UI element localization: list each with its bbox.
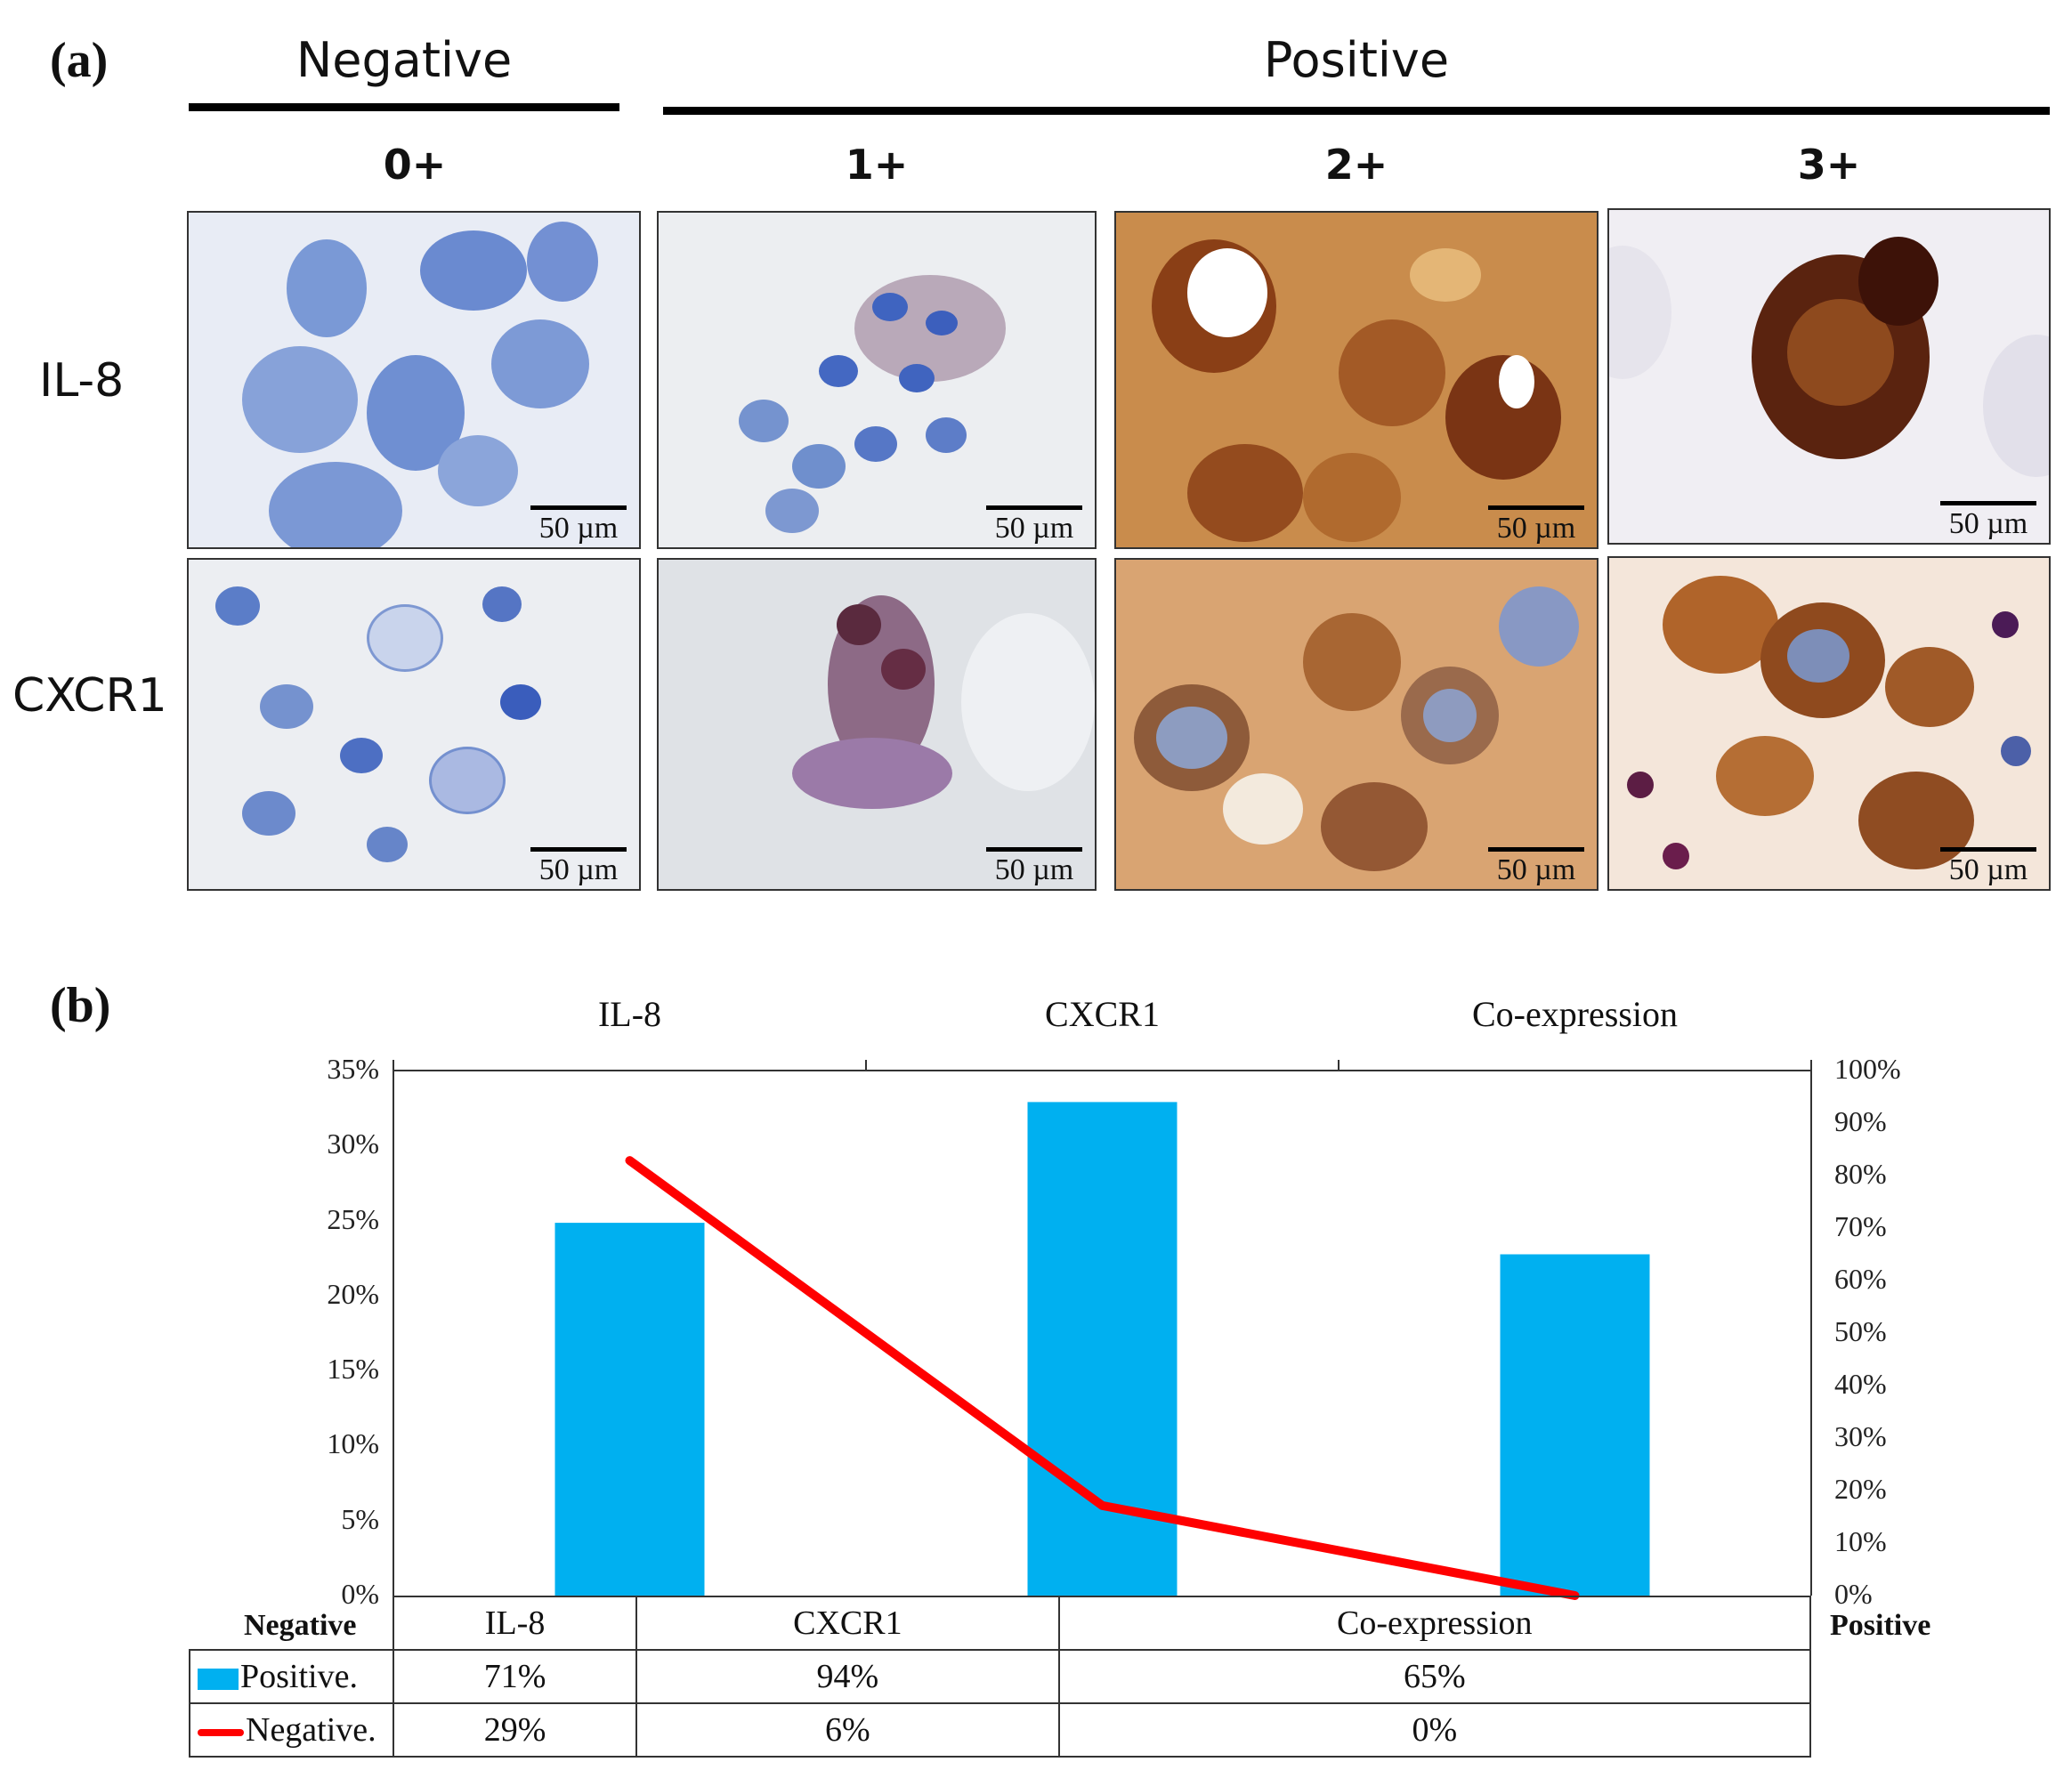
positive-swatch-icon <box>198 1669 239 1691</box>
right-tick-label: 90% <box>1834 1105 1887 1137</box>
left-tick-label: 15% <box>327 1353 379 1386</box>
score-label-2: 2+ <box>1324 141 1388 189</box>
left-tick-label: 25% <box>327 1202 379 1235</box>
right-tick-label: 30% <box>1834 1420 1887 1452</box>
scale-bar-label: 50 µm <box>1496 512 1576 545</box>
legend-negative: Negative. <box>189 1702 394 1758</box>
table-row: Positive. 71% 94% 65% <box>189 1649 1812 1704</box>
left-tick-label: 10% <box>327 1427 379 1460</box>
micrograph-il8-3: 50 µm <box>1607 208 2051 545</box>
left-tick-label: 30% <box>327 1127 379 1160</box>
scale-bar-label: 50 µm <box>538 853 619 886</box>
positive-group-rule <box>663 107 2050 115</box>
scale-bar-label: 50 µm <box>1948 853 2028 886</box>
row-label-il8: IL-8 <box>39 354 125 408</box>
table-cell: 29% <box>392 1702 638 1758</box>
micrograph-cxcr1-1: 50 µm <box>657 558 1097 891</box>
data-table: IL-8 CXCR1 Co-expression Positive. 71% 9… <box>189 1596 1812 1758</box>
right-axis-title: Positive <box>1830 1609 1931 1642</box>
micrograph-il8-2: 50 µm <box>1114 211 1599 549</box>
left-tick-label: 5% <box>341 1502 379 1535</box>
panel-a-label: (a) <box>50 33 109 88</box>
table-cell: 71% <box>392 1649 638 1704</box>
table-cell: 0% <box>1057 1702 1812 1758</box>
panel-b-label: (b) <box>50 978 111 1033</box>
micrograph-cxcr1-3: 50 µm <box>1607 556 2051 891</box>
scale-bar-label: 50 µm <box>1496 853 1576 886</box>
left-tick-label: 35% <box>327 1053 379 1085</box>
legend-label: Negative. <box>246 1711 376 1749</box>
negative-group-label: Negative <box>295 32 513 88</box>
right-tick-label: 50% <box>1834 1315 1887 1347</box>
right-tick-label: 0% <box>1834 1578 1873 1610</box>
table-row: IL-8 CXCR1 Co-expression <box>190 1596 1812 1651</box>
table-cell: 65% <box>1057 1649 1812 1704</box>
right-tick-label: 60% <box>1834 1263 1887 1295</box>
score-label-3: 3+ <box>1797 141 1861 189</box>
scale-bar-label: 50 µm <box>994 512 1074 545</box>
table-corner <box>190 1596 394 1651</box>
legend-label: Positive. <box>240 1658 358 1695</box>
micrograph-il8-1: 50 µm <box>657 211 1097 549</box>
row-label-cxcr1: CXCR1 <box>12 669 167 723</box>
table-cell: 6% <box>635 1702 1060 1758</box>
bar-positive-0 <box>554 1223 705 1596</box>
bar-positive-2 <box>1500 1254 1650 1596</box>
table-header-cell: CXCR1 <box>635 1596 1060 1651</box>
left-tick-label: 20% <box>327 1277 379 1310</box>
micrograph-il8-0: 50 µm <box>187 211 641 549</box>
positive-group-label: Positive <box>1263 32 1450 88</box>
scale-bar-label: 50 µm <box>994 853 1074 886</box>
scale-bar-label: 50 µm <box>538 512 619 545</box>
top-category-label: CXCR1 <box>1045 994 1160 1034</box>
right-tick-label: 100% <box>1834 1053 1901 1085</box>
right-tick-label: 10% <box>1834 1525 1887 1557</box>
score-label-1: 1+ <box>845 141 909 189</box>
right-tick-label: 70% <box>1834 1210 1887 1242</box>
table-header-cell: IL-8 <box>392 1596 638 1651</box>
bar-positive-1 <box>1027 1102 1178 1596</box>
table-row: Negative. 29% 6% 0% <box>189 1702 1812 1758</box>
right-tick-label: 80% <box>1834 1158 1887 1190</box>
scale-bar-label: 50 µm <box>1948 507 2028 540</box>
negative-line-icon <box>198 1729 244 1737</box>
score-label-0: 0+ <box>383 141 447 189</box>
top-category-label: IL-8 <box>597 994 662 1034</box>
right-tick-label: 40% <box>1834 1368 1887 1400</box>
top-category-label: Co-expression <box>1471 994 1679 1034</box>
right-tick-label: 20% <box>1834 1473 1887 1505</box>
micrograph-cxcr1-2: 50 µm <box>1114 558 1599 891</box>
table-header-cell: Co-expression <box>1057 1596 1812 1651</box>
negative-group-rule <box>189 103 619 111</box>
legend-positive: Positive. <box>189 1649 394 1704</box>
micrograph-cxcr1-0: 50 µm <box>187 558 641 891</box>
table-cell: 94% <box>635 1649 1060 1704</box>
